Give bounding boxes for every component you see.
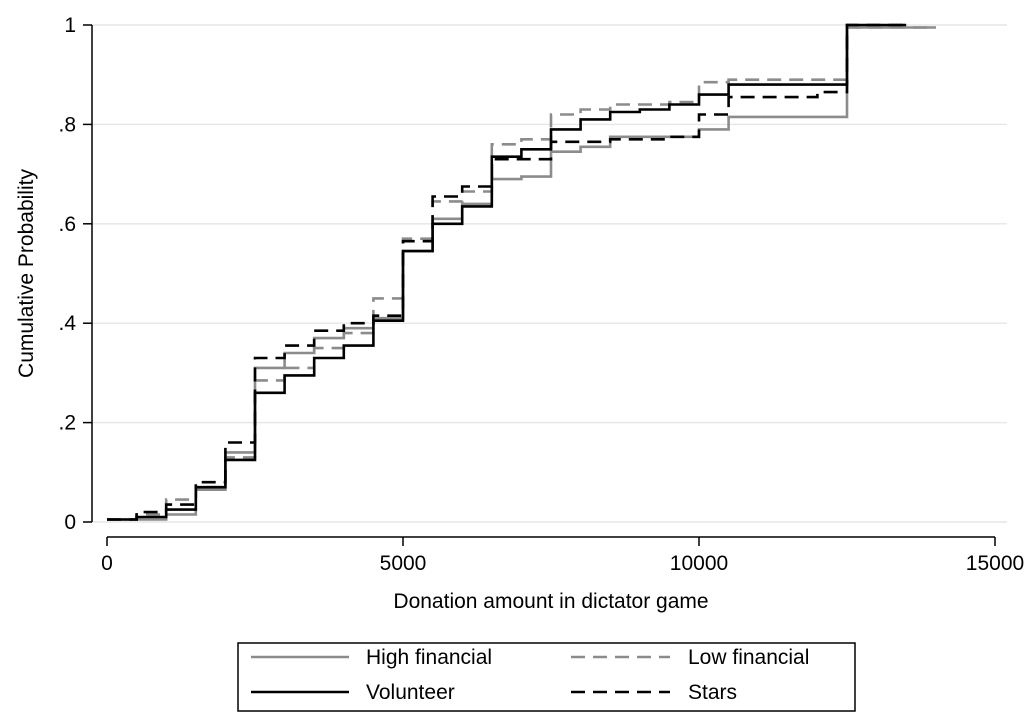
x-axis-title: Donation amount in dictator game [393, 590, 708, 613]
x-ticks: 0 5000 10000 15000 [101, 537, 1024, 575]
y-ticks: 0 .2 .4 .6 .8 1 [58, 14, 92, 534]
legend-label: Stars [688, 681, 737, 704]
legend: High financial Low financial Volunteer Star… [237, 642, 856, 712]
axes [91, 25, 995, 538]
y-tick-label: 0 [64, 511, 76, 534]
y-tick-label: 1 [64, 14, 76, 37]
legend-label: Low financial [688, 646, 809, 669]
y-tick-label: .2 [58, 412, 76, 435]
series-layer [107, 23, 936, 521]
legend-label: Volunteer [366, 681, 455, 704]
series-line-1 [107, 26, 936, 521]
grid-lines [92, 24, 1007, 523]
series-line-4 [107, 23, 907, 521]
legend-label: High financial [366, 646, 492, 669]
y-tick-label: .8 [58, 113, 76, 136]
y-tick-label: .6 [58, 213, 76, 236]
x-tick-label: 10000 [670, 552, 728, 575]
x-tick-label: 15000 [966, 552, 1024, 575]
series-line-3 [107, 23, 907, 521]
x-tick-label: 5000 [380, 552, 427, 575]
x-tick-label: 0 [101, 552, 113, 575]
legend-box [237, 642, 856, 712]
y-axis-title: Cumulative Probability [15, 169, 38, 378]
y-tick-label: .4 [58, 312, 76, 335]
series-line-2 [107, 26, 936, 521]
